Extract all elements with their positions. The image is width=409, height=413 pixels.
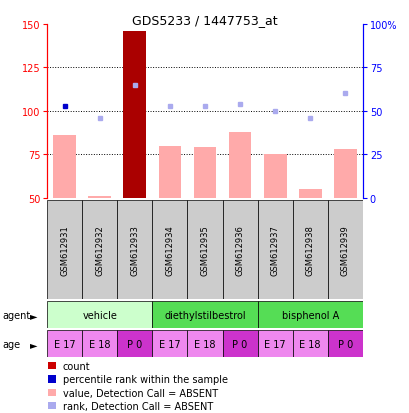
Bar — [82, 200, 117, 299]
Text: E 18: E 18 — [89, 339, 110, 349]
Bar — [298, 190, 321, 198]
Bar — [117, 330, 152, 357]
Bar — [117, 200, 152, 299]
Text: GSM612938: GSM612938 — [305, 225, 314, 275]
Text: E 17: E 17 — [159, 339, 180, 349]
Text: percentile rank within the sample: percentile rank within the sample — [63, 375, 227, 385]
Text: GSM612934: GSM612934 — [165, 225, 174, 275]
Text: GSM612933: GSM612933 — [130, 225, 139, 275]
Bar — [257, 200, 292, 299]
Text: P 0: P 0 — [127, 339, 142, 349]
Text: P 0: P 0 — [337, 339, 352, 349]
Text: E 18: E 18 — [299, 339, 320, 349]
Bar — [327, 330, 362, 357]
Text: agent: agent — [2, 310, 30, 320]
Bar — [88, 197, 111, 198]
Text: E 17: E 17 — [54, 339, 75, 349]
Bar — [47, 402, 56, 409]
Text: GSM612932: GSM612932 — [95, 225, 104, 275]
Bar — [47, 200, 82, 299]
Bar — [327, 200, 362, 299]
Bar — [333, 150, 356, 198]
Text: bisphenol A: bisphenol A — [281, 310, 338, 320]
Text: count: count — [63, 361, 90, 371]
Text: age: age — [2, 339, 20, 349]
Text: GDS5233 / 1447753_at: GDS5233 / 1447753_at — [132, 14, 277, 27]
Bar — [292, 330, 327, 357]
Text: ►: ► — [30, 310, 37, 320]
Text: E 18: E 18 — [194, 339, 215, 349]
Text: value, Detection Call = ABSENT: value, Detection Call = ABSENT — [63, 388, 217, 398]
Bar — [257, 330, 292, 357]
Bar — [47, 330, 82, 357]
Bar — [123, 32, 146, 198]
Bar — [47, 301, 152, 328]
Bar — [53, 136, 76, 198]
Bar — [47, 389, 56, 396]
Bar — [257, 301, 362, 328]
Text: GSM612931: GSM612931 — [60, 225, 69, 275]
Text: P 0: P 0 — [232, 339, 247, 349]
Text: GSM612937: GSM612937 — [270, 225, 279, 275]
Text: diethylstilbestrol: diethylstilbestrol — [164, 310, 245, 320]
Bar — [228, 132, 251, 198]
Bar — [82, 330, 117, 357]
Bar — [292, 200, 327, 299]
Text: rank, Detection Call = ABSENT: rank, Detection Call = ABSENT — [63, 401, 212, 411]
Bar — [187, 200, 222, 299]
Bar — [187, 330, 222, 357]
Bar — [193, 148, 216, 198]
Bar — [222, 330, 257, 357]
Text: GSM612939: GSM612939 — [340, 225, 349, 275]
Text: ►: ► — [30, 339, 37, 349]
Bar — [152, 330, 187, 357]
Text: E 17: E 17 — [264, 339, 285, 349]
Bar — [47, 375, 56, 383]
Bar — [152, 200, 187, 299]
Text: GSM612936: GSM612936 — [235, 225, 244, 275]
Bar — [47, 362, 56, 370]
Bar — [158, 146, 181, 198]
Text: vehicle: vehicle — [82, 310, 117, 320]
Bar — [263, 155, 286, 198]
Bar — [152, 301, 257, 328]
Bar — [222, 200, 257, 299]
Text: GSM612935: GSM612935 — [200, 225, 209, 275]
